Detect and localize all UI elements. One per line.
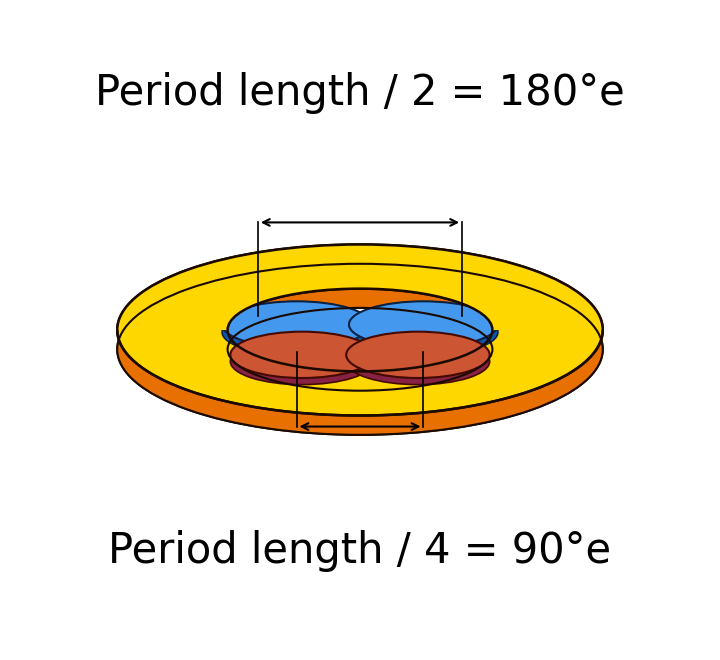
Polygon shape [117,330,603,435]
Ellipse shape [349,309,498,355]
PathPatch shape [117,264,603,435]
Text: Period length / 4 = 90°e: Period length / 4 = 90°e [109,530,611,572]
Ellipse shape [346,332,490,378]
Polygon shape [228,330,492,391]
Ellipse shape [349,302,498,348]
Text: Period length / 2 = 180°e: Period length / 2 = 180°e [95,72,625,114]
Ellipse shape [346,339,490,385]
Ellipse shape [222,302,371,348]
Ellipse shape [222,309,371,355]
Polygon shape [117,244,603,330]
Ellipse shape [230,339,374,385]
PathPatch shape [117,244,603,416]
Ellipse shape [230,332,374,378]
